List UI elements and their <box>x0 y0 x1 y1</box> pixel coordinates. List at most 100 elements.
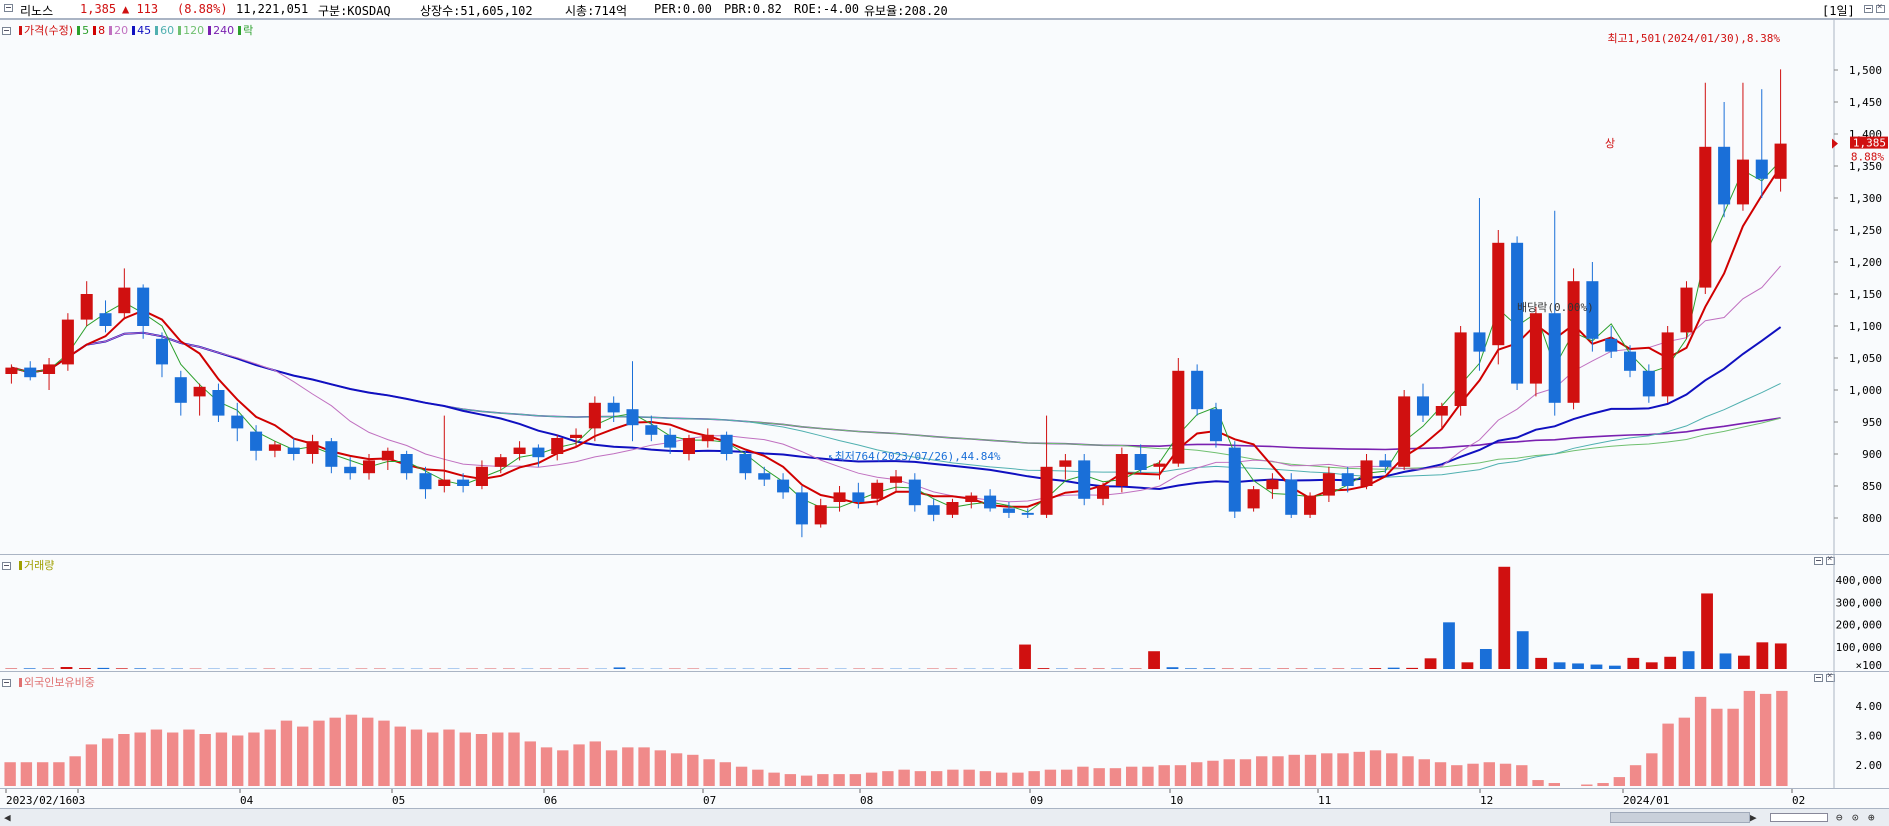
candle-body <box>777 479 790 493</box>
foreign-bar <box>215 732 228 786</box>
foreign-bar <box>4 762 16 786</box>
candle-body <box>1511 242 1524 384</box>
panel-menu-icon[interactable] <box>2 27 11 35</box>
candle-body <box>1623 351 1637 371</box>
foreign-chart[interactable]: 4.00 3.00 2.00 <box>0 672 1889 789</box>
candle-body <box>419 473 432 490</box>
foreign-bar <box>1418 759 1430 786</box>
foreign-bar <box>410 729 423 786</box>
legend-price[interactable]: 가격(수정) <box>24 24 74 37</box>
price-change-pct: (8.88%) <box>177 2 228 16</box>
last-price-arrow <box>1832 138 1838 149</box>
candle-body <box>118 287 131 314</box>
period-slider[interactable] <box>1770 813 1828 822</box>
stock-name[interactable]: 리노스 <box>20 4 54 18</box>
candle-body <box>24 367 37 378</box>
foreign-bar <box>1207 760 1219 786</box>
collapse-icon[interactable] <box>4 4 13 12</box>
foreign-bar <box>53 762 65 786</box>
legend-ma60[interactable]: 60 <box>160 24 175 37</box>
legend-ex-rights[interactable]: 락 <box>243 24 254 37</box>
legend-ma240[interactable]: 240 <box>213 24 235 37</box>
legend-volume[interactable]: 거래량 <box>24 559 55 572</box>
foreign-bar <box>882 771 894 786</box>
zoom-out-icon[interactable]: ⊖ <box>1836 811 1843 824</box>
price-chart[interactable]: 1,5001,4501,4001,3501,3001,2501,2001,150… <box>0 20 1889 555</box>
candle-body <box>551 438 564 454</box>
foreign-panel: 외국인보유비중 4.00 3.00 2.00 <box>0 671 1889 789</box>
volume-bar <box>60 667 73 669</box>
candle-body <box>1341 473 1354 486</box>
candle-body <box>268 444 281 451</box>
scroll-thumb[interactable] <box>1610 812 1750 823</box>
foreign-bar <box>1516 765 1528 786</box>
candle-body <box>965 495 978 502</box>
candle-body <box>174 377 187 403</box>
foreign-bar <box>1044 769 1057 786</box>
panel-menu-icon[interactable] <box>2 562 11 570</box>
minimize-icon[interactable] <box>1814 674 1823 682</box>
candle-body <box>193 386 206 397</box>
foreign-bar <box>1028 771 1040 786</box>
candle-body <box>795 492 808 525</box>
volume-bar <box>1019 644 1031 669</box>
foreign-bar <box>199 734 211 786</box>
legend-ma20[interactable]: 20 <box>114 24 129 37</box>
foreign-bar <box>1467 763 1479 786</box>
legend-ma120[interactable]: 120 <box>183 24 205 37</box>
foreign-bar <box>1369 750 1382 786</box>
candle-body <box>984 495 997 509</box>
minimize-icon[interactable] <box>1864 5 1873 13</box>
minimize-icon[interactable] <box>1814 557 1823 565</box>
candle-body <box>758 473 771 480</box>
foreign-bar <box>1126 766 1138 786</box>
candle-body <box>344 466 357 474</box>
roe-label: ROE:-4.00 <box>794 2 860 16</box>
volume-bar <box>1166 667 1179 669</box>
legend-ma45[interactable]: 45 <box>137 24 152 37</box>
candle-body <box>1322 473 1335 496</box>
legend-ma8[interactable]: 8 <box>98 24 106 37</box>
legend-ma5[interactable]: 5 <box>82 24 90 37</box>
scroll-right-icon[interactable]: ▶ <box>1750 811 1757 824</box>
current-price: 1,385 <box>80 2 117 16</box>
scroll-left-icon[interactable]: ◀ <box>4 811 11 824</box>
candle-body <box>325 441 338 467</box>
panel-menu-icon[interactable] <box>2 679 11 687</box>
candle-body <box>946 502 959 515</box>
candle-body <box>1266 479 1279 490</box>
market-label: 구분:KOSDAQ <box>318 4 391 18</box>
zoom-in-icon[interactable]: ⊕ <box>1868 811 1875 824</box>
foreign-bar <box>1077 766 1089 786</box>
candle-body <box>1153 463 1166 467</box>
foreign-bar <box>313 720 325 786</box>
candle-body <box>1021 512 1034 515</box>
volume-bar <box>1516 631 1529 669</box>
x-tick-label: 03 <box>72 794 85 807</box>
foreign-bar <box>394 726 406 786</box>
foreign-bar <box>1142 766 1154 786</box>
foreign-tick-label: 4.00 <box>1856 700 1883 713</box>
candle-body <box>1247 489 1260 509</box>
foreign-bar <box>1321 753 1333 786</box>
volume-bar <box>1535 657 1548 669</box>
period-label[interactable]: [1일] <box>1822 4 1855 18</box>
y-tick-label: 1,300 <box>1849 192 1882 205</box>
foreign-bar <box>1434 762 1447 786</box>
y-tick-label: 1,050 <box>1849 352 1882 365</box>
candle-body <box>43 364 56 374</box>
foreign-bar <box>573 744 585 786</box>
legend-foreign[interactable]: 외국인보유비중 <box>24 676 95 689</box>
per-label: PER:0.00 <box>654 2 712 16</box>
zoom-fit-icon[interactable]: ⊙ <box>1852 811 1859 824</box>
x-tick-label: 07 <box>703 794 716 807</box>
volume-chart[interactable]: 400,000 300,000 200,000 100,000 ×100 <box>0 555 1889 672</box>
scroll-bar[interactable]: ◀ ▶ ⊖ ⊙ ⊕ <box>0 808 1889 826</box>
volume-bar <box>1756 642 1769 669</box>
candle-body <box>532 447 545 458</box>
candle-body <box>1078 460 1091 499</box>
close-icon[interactable] <box>1876 2 1885 13</box>
candle-body <box>1642 370 1655 397</box>
foreign-bar <box>524 741 536 786</box>
